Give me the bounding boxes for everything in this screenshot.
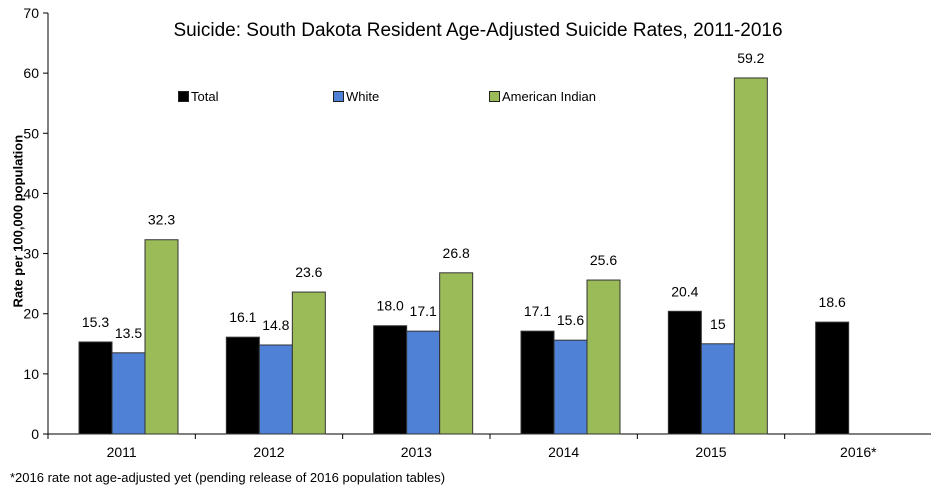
data-label: 13.5	[115, 325, 142, 341]
legend-swatch-american-indian	[489, 91, 500, 102]
data-label: 16.1	[229, 309, 256, 325]
y-tick-label: 10	[23, 366, 39, 382]
legend-swatch-white	[333, 91, 344, 102]
bar	[667, 310, 702, 435]
data-label: 14.8	[262, 317, 289, 333]
bar	[373, 325, 408, 435]
data-label: 17.1	[524, 303, 551, 319]
y-tick-label: 50	[23, 125, 39, 141]
bar	[144, 239, 179, 435]
y-tick-label: 30	[23, 246, 39, 262]
bar	[520, 330, 555, 435]
bar	[553, 339, 588, 435]
data-label: 18.6	[819, 294, 846, 310]
data-label: 32.3	[148, 212, 175, 228]
legend: Total White American Indian	[0, 89, 931, 105]
legend-swatch-total	[178, 91, 189, 102]
data-label: 15.3	[82, 314, 109, 330]
bar	[291, 291, 326, 435]
bar	[439, 272, 474, 435]
data-label: 18.0	[377, 298, 404, 314]
y-tick-label: 40	[23, 185, 39, 201]
legend-item-white: White	[333, 89, 379, 104]
bar	[700, 343, 735, 435]
y-axis-label: Rate per 100,000 population	[10, 134, 26, 308]
x-tick-label: 2015	[695, 444, 726, 460]
bar	[733, 77, 768, 435]
bar	[78, 341, 113, 435]
data-label: 15	[710, 316, 726, 332]
x-tick-label: 2012	[253, 444, 284, 460]
data-label: 23.6	[295, 264, 322, 280]
x-tick-label: 2011	[107, 444, 137, 460]
y-tick-label: 60	[23, 65, 39, 81]
x-tick-label: 2013	[401, 444, 432, 460]
x-tick-label: 2016*	[840, 444, 877, 460]
legend-item-american-indian: American Indian	[489, 89, 596, 104]
footnote: *2016 rate not age-adjusted yet (pending…	[10, 470, 446, 485]
data-label: 20.4	[671, 283, 698, 299]
legend-label-white: White	[346, 89, 380, 104]
data-label: 59.2	[737, 50, 764, 66]
bar	[225, 336, 260, 435]
data-label: 26.8	[443, 245, 470, 261]
legend-item-total: Total	[178, 89, 218, 104]
legend-label-american-indian: American Indian	[502, 89, 596, 104]
bar	[586, 279, 621, 435]
legend-label-total: Total	[191, 89, 219, 104]
bar	[815, 321, 850, 435]
y-tick-label: 0	[31, 426, 39, 442]
data-label: 15.6	[557, 312, 584, 328]
y-tick-label: 70	[23, 5, 39, 21]
x-tick-label: 2014	[548, 444, 579, 460]
y-tick-label: 20	[23, 306, 39, 322]
data-label: 25.6	[590, 252, 617, 268]
chart-title: Suicide: South Dakota Resident Age-Adjus…	[173, 20, 783, 41]
data-label: 17.1	[410, 303, 437, 319]
bar	[406, 330, 441, 435]
bar	[111, 352, 146, 435]
bar	[258, 344, 293, 435]
